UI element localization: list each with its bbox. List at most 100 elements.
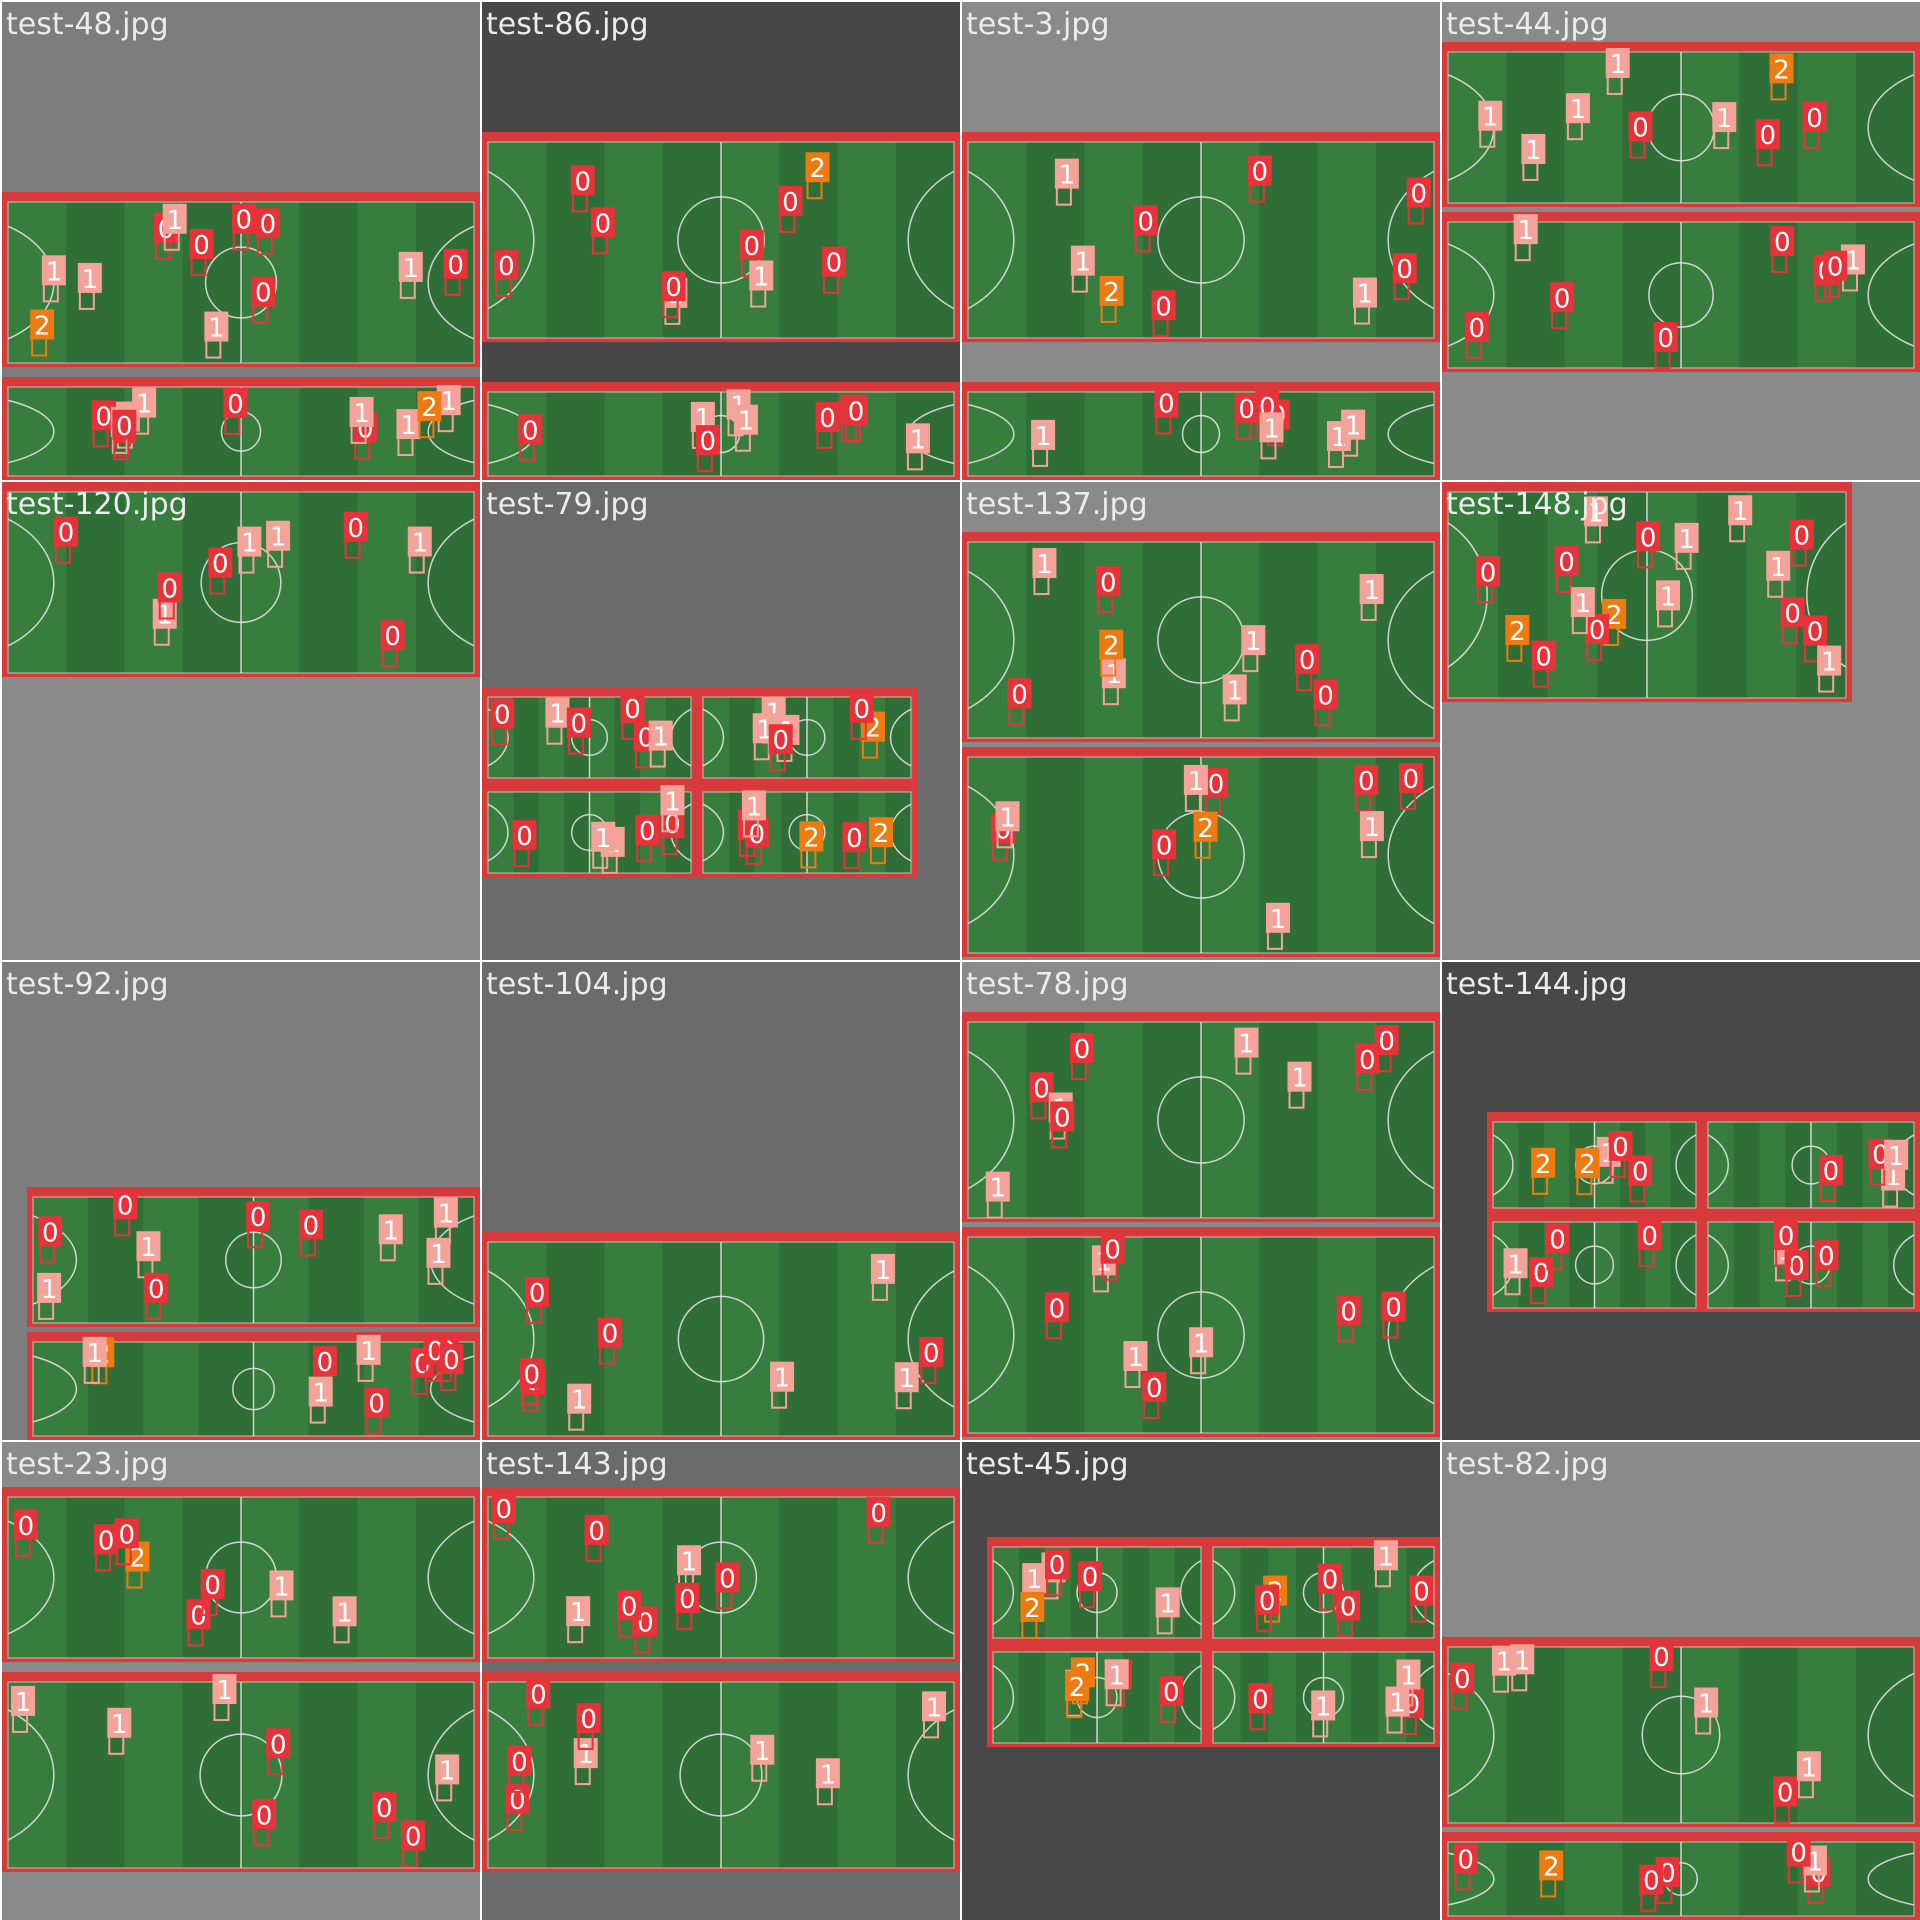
class-label: 0 — [819, 404, 836, 434]
detection-box-class-1: 1 — [1359, 573, 1384, 621]
detection-box-class-1: 1 — [1032, 548, 1057, 596]
touch-line — [1447, 1841, 1915, 1917]
detection-box-class-1: 1 — [749, 260, 774, 308]
detection-box-class-1: 1 — [407, 526, 432, 574]
grass-stripe — [1708, 1122, 1734, 1208]
class-label: 1 — [746, 792, 763, 822]
detection-box-class-1: 1 — [1222, 674, 1247, 722]
label-tag — [660, 785, 685, 816]
label-tag — [576, 1702, 601, 1733]
detection-box-class-0: 0 — [512, 820, 537, 868]
touch-line — [1447, 491, 1847, 699]
label-tag — [770, 1361, 795, 1392]
detection-box-class-0: 0 — [208, 547, 233, 595]
grass-stripe — [488, 142, 547, 338]
class-label: 1 — [1716, 104, 1733, 134]
class-label: 1 — [571, 1386, 588, 1416]
grass-stripe — [241, 387, 300, 476]
centre-circle — [204, 246, 278, 319]
label-tag — [490, 698, 515, 729]
label-tag — [1636, 521, 1661, 552]
label-tag — [1104, 1659, 1129, 1690]
detection-box-class-1: 1 — [77, 262, 102, 310]
label-tag — [1392, 253, 1417, 284]
image-tile: 00010011100001101test-78.jpg — [962, 962, 1440, 1440]
centre-circle — [1648, 262, 1714, 328]
label-tag — [1450, 1662, 1475, 1693]
label-tag — [1674, 522, 1699, 553]
detection-box-class-0: 0 — [1100, 1233, 1125, 1281]
touch-line — [967, 1021, 1435, 1219]
label-tag — [332, 1596, 357, 1627]
penalty-arc — [1387, 403, 1435, 465]
class-label: 0 — [1074, 1035, 1091, 1065]
detection-box-class-0: 0 — [490, 698, 515, 746]
detection-box-class-0: 0 — [768, 724, 793, 772]
class-label: 0 — [190, 1601, 207, 1631]
detection-box-class-1: 1 — [1265, 902, 1290, 950]
label-tag — [1265, 902, 1290, 933]
detection-box-class-0: 0 — [246, 1201, 271, 1249]
class-label: 1 — [1678, 525, 1695, 555]
detection-box-class-0: 0 — [200, 1568, 225, 1616]
class-label: 1 — [774, 1364, 791, 1394]
detection-box-class-0: 0 — [1381, 1291, 1406, 1339]
detection-box-class-0: 0 — [252, 1799, 277, 1847]
detection-box-class-0: 0 — [1773, 1776, 1798, 1824]
detection-box-class-2: 2 — [1505, 614, 1530, 662]
class-label: 1 — [430, 1240, 447, 1270]
class-label: 0 — [1589, 616, 1606, 646]
class-label: 1 — [312, 1379, 329, 1409]
label-tag — [1247, 155, 1272, 186]
detection-box-class-0: 0 — [1318, 1563, 1343, 1611]
detection-box-class-1: 1 — [1373, 1540, 1398, 1588]
detection-box-class-1: 1 — [573, 1738, 598, 1786]
label-tag — [231, 203, 256, 234]
label-tag — [985, 1171, 1010, 1202]
class-label: 0 — [1033, 1074, 1050, 1104]
label-tag — [778, 185, 803, 216]
detection-box-class-0: 0 — [372, 1792, 397, 1840]
class-label: 0 — [1612, 1133, 1629, 1163]
class-label: 0 — [384, 622, 401, 652]
detection-box-class-0: 0 — [617, 1590, 642, 1638]
class-label: 0 — [1238, 395, 1255, 425]
class-label: 2 — [1579, 1150, 1596, 1180]
class-label: 0 — [1777, 1778, 1794, 1808]
detection-box-class-0: 0 — [266, 1728, 291, 1776]
class-label: 0 — [148, 1275, 165, 1305]
grass-stripe — [721, 1242, 780, 1436]
touch-line — [1492, 1121, 1697, 1209]
class-label: 0 — [1554, 284, 1571, 314]
class-label: 0 — [1657, 324, 1674, 354]
class-label: 1 — [360, 1337, 377, 1367]
centre-circle — [677, 196, 765, 284]
grass-stripe — [1681, 1842, 1740, 1916]
class-label: 0 — [1480, 558, 1497, 588]
label-tag — [648, 720, 673, 751]
class-label: 0 — [212, 550, 229, 580]
label-tag — [1803, 615, 1828, 646]
class-label: 2 — [1103, 632, 1120, 662]
tile-filename: test-44.jpg — [1446, 7, 1609, 42]
detection-box-class-0: 0 — [1554, 546, 1579, 594]
detection-box-class-1: 1 — [212, 1674, 237, 1722]
label-tag — [1531, 1147, 1556, 1178]
penalty-arc — [1675, 1234, 1697, 1296]
penalty-arc — [487, 1709, 535, 1841]
label-tag — [922, 1691, 947, 1722]
image-tile: 1 0 0 0 1 1 0 1 0 0 0 1 0 0 0 1 0 test-143.jpg — [482, 1442, 960, 1920]
class-label: 0 — [18, 1512, 35, 1542]
class-label: 0 — [98, 1526, 115, 1556]
label-tag — [1054, 158, 1079, 189]
label-tag — [1050, 1101, 1075, 1132]
label-tag — [378, 1214, 403, 1245]
label-tag — [269, 1570, 294, 1601]
detection-box-class-0: 0 — [507, 1745, 532, 1793]
class-label: 0 — [1641, 1222, 1658, 1252]
detection-box-class-0: 0 — [518, 414, 543, 462]
label-tag — [1155, 1587, 1180, 1618]
class-label: 1 — [1245, 627, 1262, 657]
penalty-arc — [1707, 1234, 1730, 1296]
class-label: 0 — [118, 1520, 135, 1550]
